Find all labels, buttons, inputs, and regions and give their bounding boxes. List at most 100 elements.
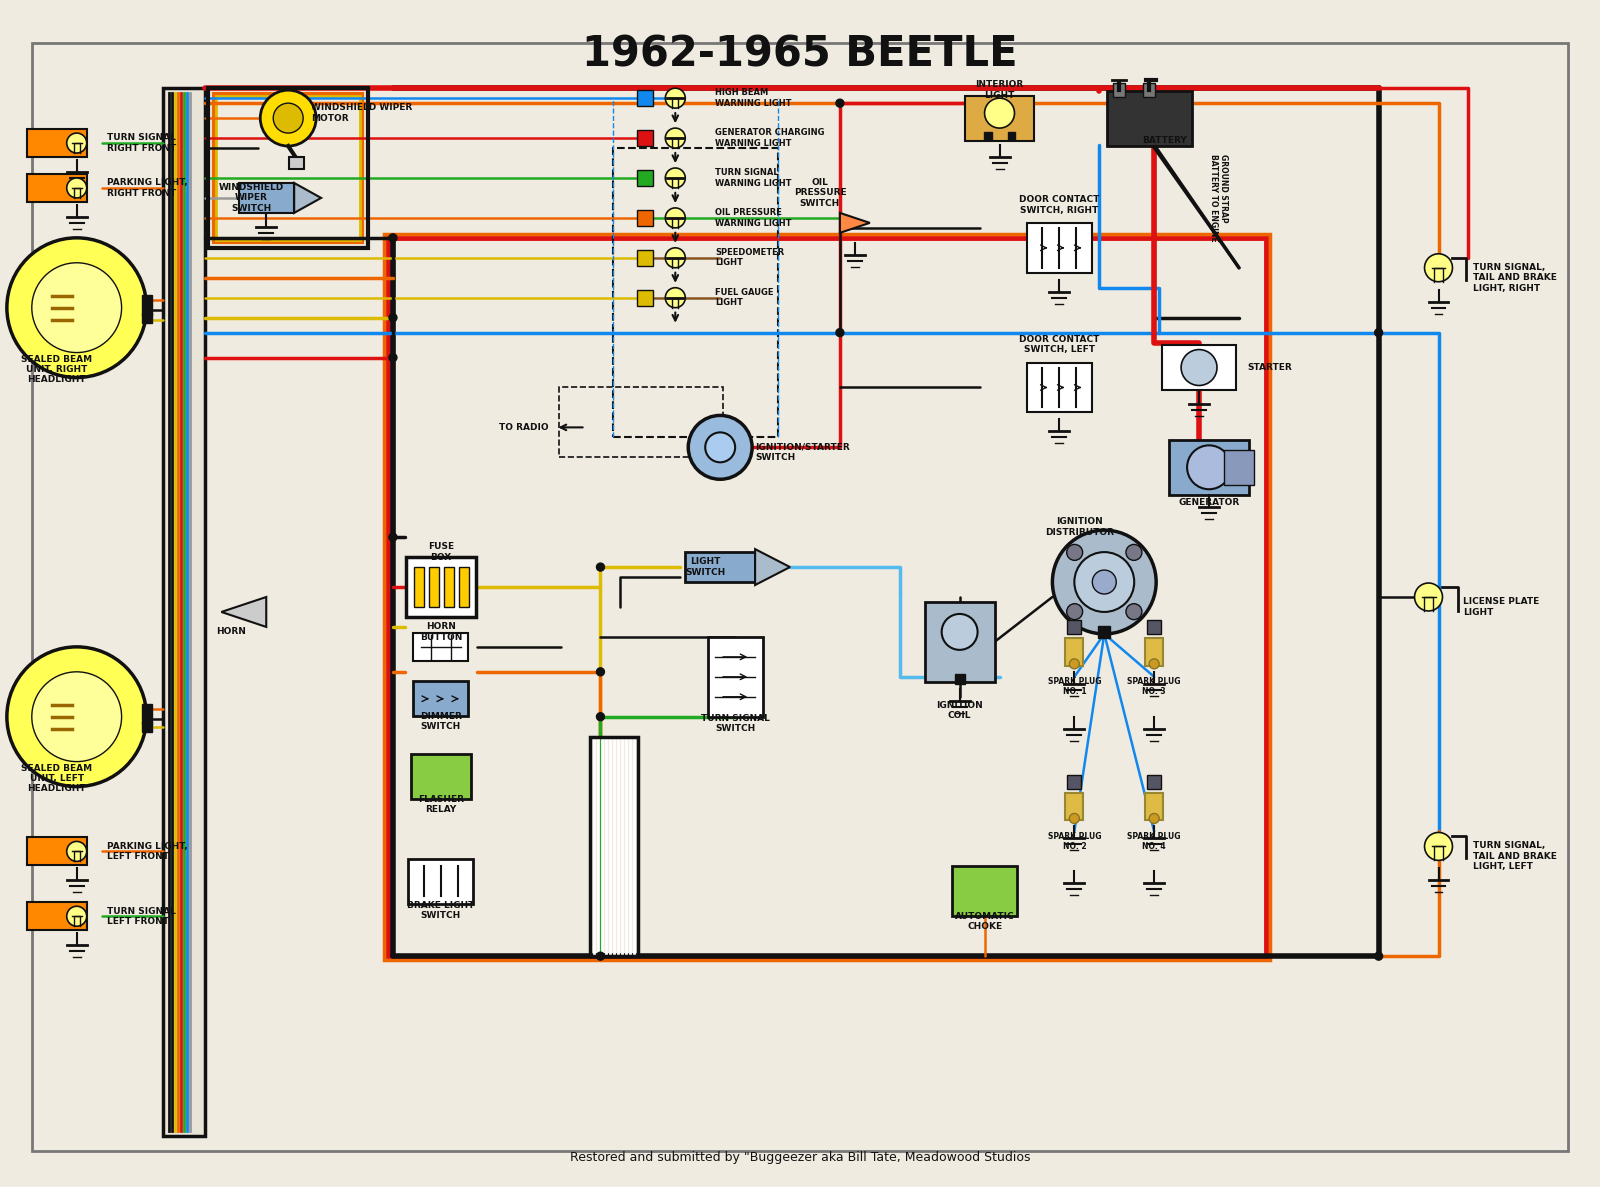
Text: GENERATOR: GENERATOR — [1179, 497, 1240, 507]
Bar — [1107, 90, 1192, 146]
Text: Restored and submitted by "Buggeezer aka Bill Tate, Meadowood Studios: Restored and submitted by "Buggeezer aka… — [570, 1150, 1030, 1163]
Bar — [141, 294, 152, 305]
Bar — [141, 713, 152, 724]
Circle shape — [666, 208, 685, 228]
Bar — [141, 704, 152, 713]
Bar — [955, 674, 965, 684]
Bar — [637, 131, 653, 146]
Bar — [408, 859, 474, 903]
Circle shape — [1067, 545, 1083, 560]
Bar — [288, 157, 304, 169]
Text: TURN SIGNAL
RIGHT FRONT: TURN SIGNAL RIGHT FRONT — [107, 133, 176, 153]
Circle shape — [984, 99, 1014, 128]
Circle shape — [597, 668, 605, 675]
Circle shape — [1067, 604, 1083, 620]
Text: TURN SIGNAL
SWITCH: TURN SIGNAL SWITCH — [701, 715, 770, 734]
Text: TO RADIO: TO RADIO — [499, 423, 549, 432]
Text: HORN: HORN — [216, 628, 246, 636]
Bar — [1114, 83, 1125, 97]
Circle shape — [666, 169, 685, 188]
Circle shape — [1374, 329, 1382, 337]
Bar — [1170, 440, 1250, 495]
Text: FLASHER
RELAY: FLASHER RELAY — [418, 795, 464, 814]
Circle shape — [597, 712, 605, 721]
Circle shape — [389, 313, 397, 322]
Text: SPARK PLUG
NO. 3: SPARK PLUG NO. 3 — [1128, 677, 1181, 697]
Bar — [414, 567, 424, 607]
Circle shape — [1424, 832, 1453, 861]
Text: WINDSHIELD WIPER
MOTOR: WINDSHIELD WIPER MOTOR — [310, 103, 413, 122]
Text: BATTERY: BATTERY — [1142, 135, 1187, 145]
Polygon shape — [294, 183, 322, 212]
Text: FUEL GAUGE
LIGHT: FUEL GAUGE LIGHT — [715, 288, 774, 307]
Bar — [163, 88, 205, 1136]
Bar — [27, 902, 86, 931]
Bar — [141, 312, 152, 323]
Circle shape — [389, 354, 397, 362]
Circle shape — [1053, 531, 1157, 634]
Bar — [216, 96, 360, 240]
Circle shape — [688, 415, 752, 480]
Text: SPARK PLUG
NO. 4: SPARK PLUG NO. 4 — [1128, 832, 1181, 851]
Circle shape — [666, 128, 685, 148]
Circle shape — [67, 906, 86, 926]
Bar — [685, 552, 755, 582]
Bar — [984, 132, 992, 140]
Bar — [1067, 775, 1082, 788]
Bar — [429, 567, 438, 607]
Text: BRAKE LIGHT
SWITCH: BRAKE LIGHT SWITCH — [406, 901, 475, 920]
Bar — [1146, 637, 1163, 666]
Text: HIGH BEAM
WARNING LIGHT: HIGH BEAM WARNING LIGHT — [715, 89, 792, 108]
Bar — [141, 305, 152, 315]
Bar — [707, 637, 763, 717]
Circle shape — [666, 248, 685, 268]
Circle shape — [835, 329, 843, 337]
Circle shape — [1126, 545, 1142, 560]
Bar — [27, 129, 86, 157]
Polygon shape — [755, 550, 790, 585]
Bar — [1147, 775, 1162, 788]
Text: OIL
PRESSURE
SWITCH: OIL PRESSURE SWITCH — [794, 178, 846, 208]
Circle shape — [1149, 659, 1158, 668]
Bar — [952, 867, 1018, 916]
Text: SEALED BEAM
UNIT, RIGHT
HEADLIGHT: SEALED BEAM UNIT, RIGHT HEADLIGHT — [21, 355, 93, 385]
Circle shape — [1187, 445, 1230, 489]
Circle shape — [835, 100, 843, 107]
Circle shape — [1374, 952, 1382, 960]
Bar — [27, 174, 86, 202]
Text: STARTER: STARTER — [1246, 363, 1291, 372]
Text: DIMMER
SWITCH: DIMMER SWITCH — [419, 712, 462, 731]
Text: GENERATOR CHARGING
WARNING LIGHT: GENERATOR CHARGING WARNING LIGHT — [715, 128, 824, 147]
Bar — [27, 837, 86, 865]
Circle shape — [67, 842, 86, 862]
Bar — [613, 148, 778, 437]
Circle shape — [261, 90, 317, 146]
Circle shape — [1069, 659, 1080, 668]
Circle shape — [389, 533, 397, 541]
Bar — [141, 722, 152, 731]
Text: 1962-1965 BEETLE: 1962-1965 BEETLE — [582, 33, 1018, 75]
Bar — [1066, 637, 1083, 666]
Circle shape — [706, 432, 734, 462]
Text: IGNITION
COIL: IGNITION COIL — [936, 702, 982, 721]
Bar — [208, 88, 368, 248]
Text: INTERIOR
LIGHT: INTERIOR LIGHT — [976, 81, 1024, 100]
Bar — [925, 602, 995, 681]
Bar — [1008, 132, 1016, 140]
Circle shape — [32, 262, 122, 353]
Text: FUSE
BOX: FUSE BOX — [427, 542, 454, 561]
Bar — [1067, 620, 1082, 634]
Text: SPEEDOMETER
LIGHT: SPEEDOMETER LIGHT — [715, 248, 784, 267]
Text: GROUND STRAP
BATTERY TO ENGINE: GROUND STRAP BATTERY TO ENGINE — [1210, 154, 1229, 242]
Bar — [1027, 362, 1091, 412]
Circle shape — [389, 234, 397, 242]
Bar — [406, 557, 475, 617]
Text: DOOR CONTACT
SWITCH, RIGHT: DOOR CONTACT SWITCH, RIGHT — [1019, 195, 1099, 215]
Circle shape — [67, 133, 86, 153]
Bar — [1066, 793, 1083, 820]
Text: TURN SIGNAL
WARNING LIGHT: TURN SIGNAL WARNING LIGHT — [715, 169, 792, 188]
Circle shape — [1149, 813, 1158, 824]
Text: LIGHT
SWITCH: LIGHT SWITCH — [685, 558, 725, 577]
Bar — [387, 237, 1266, 957]
Bar — [443, 567, 454, 607]
